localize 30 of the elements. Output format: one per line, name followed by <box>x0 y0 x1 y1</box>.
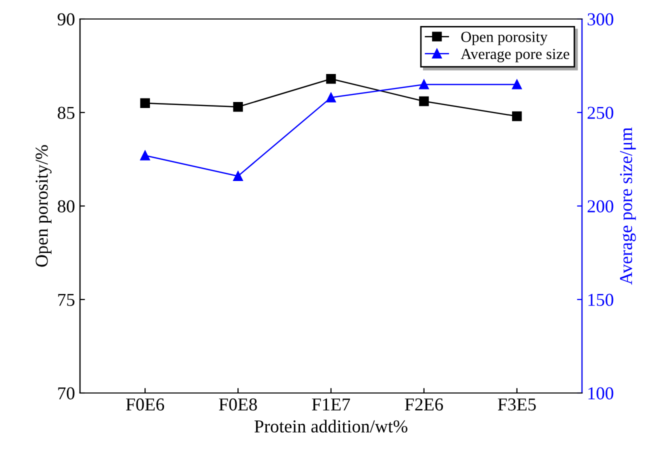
legend-label: Open porosity <box>461 32 548 46</box>
legend-label: Average pore size <box>460 48 570 62</box>
x-tick-label: F1E7 <box>312 398 350 410</box>
y2-axis-title: Average pore size/μm <box>620 127 636 285</box>
x-tick-label: F0E6 <box>126 398 164 411</box>
point <box>419 80 429 90</box>
point <box>140 98 150 108</box>
y-axis-title: Open porosity/% <box>36 145 52 267</box>
y2-tick-label: 150 <box>588 294 614 306</box>
x-tick-label: F0E8 <box>218 398 257 411</box>
y-tick-label: 70 <box>58 387 74 400</box>
y-tick-label: 80 <box>58 200 74 212</box>
point <box>419 96 429 106</box>
y2-tick-label: 200 <box>588 200 614 212</box>
point <box>512 111 522 122</box>
x-tick-label: F3E5 <box>498 398 536 411</box>
y-tick-label: 90 <box>58 13 74 26</box>
x-tick-label: F2E6 <box>404 398 443 411</box>
y2-tick-label: 100 <box>588 387 614 400</box>
point <box>326 74 336 84</box>
x-axis-title: Protein addition/wt% <box>254 420 408 433</box>
point <box>326 92 336 102</box>
y2-tick-label: 250 <box>588 106 614 119</box>
point <box>512 80 522 90</box>
point <box>233 102 243 112</box>
y-tick-label: 85 <box>58 106 74 119</box>
point <box>233 171 243 181</box>
y-tick-label: 75 <box>58 294 74 306</box>
y2-tick-label: 300 <box>588 13 614 26</box>
point <box>140 150 150 160</box>
